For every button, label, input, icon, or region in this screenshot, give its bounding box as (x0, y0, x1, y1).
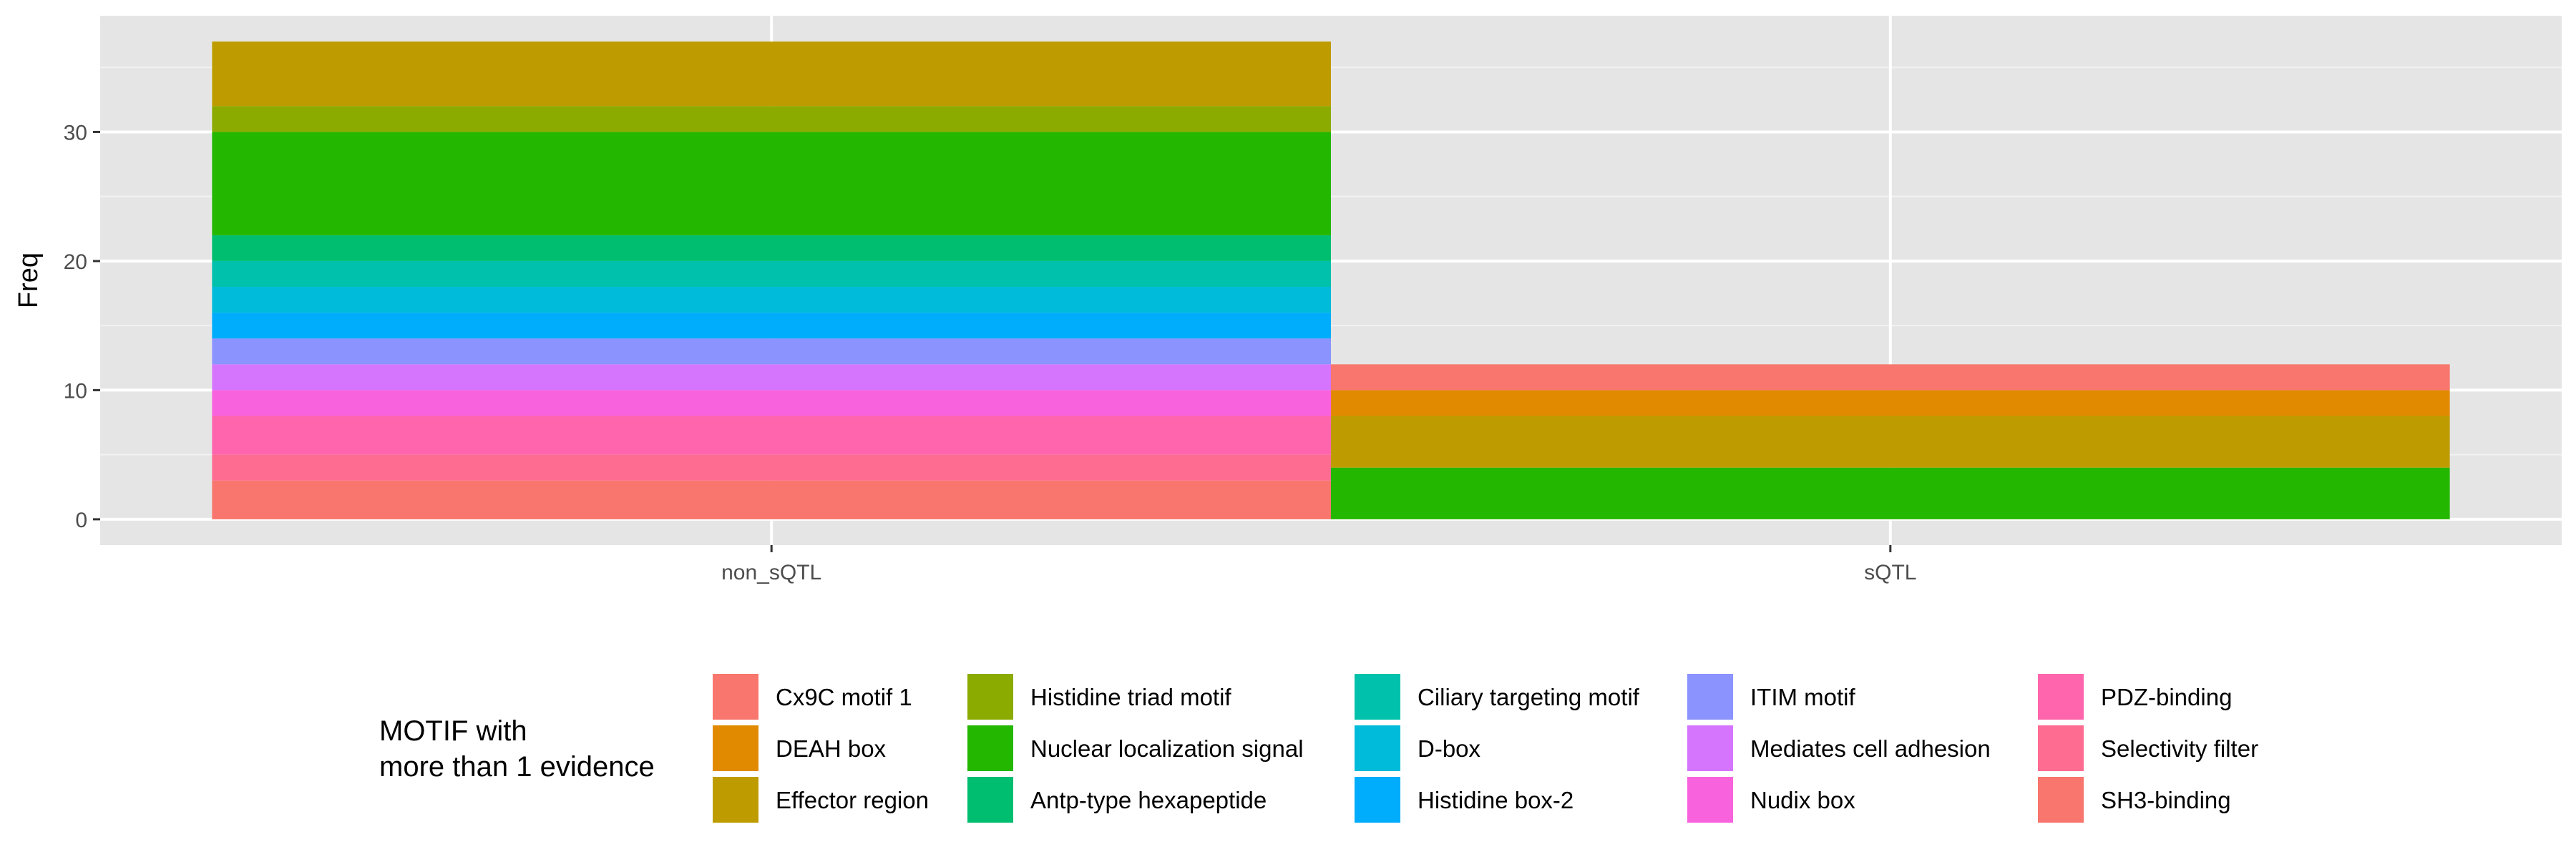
legend-key (713, 674, 758, 720)
axes: 0 10 20 30 non_sQTL sQTL (64, 121, 1917, 584)
legend-label: Histidine box-2 (1418, 787, 1574, 813)
legend-label: ITIM motif (1750, 684, 1855, 710)
bar-segment (1331, 390, 2450, 416)
legend-key (713, 777, 758, 823)
legend: MOTIF with more than 1 evidence Cx9C motif… (379, 674, 2258, 823)
legend-label: Selectivity filter (2101, 735, 2258, 762)
legend-label: Nuclear localization signal (1030, 735, 1304, 762)
legend-key (1355, 674, 1400, 720)
legend-label: Nudix box (1750, 787, 1855, 813)
legend-label: Cx9C motif 1 (776, 684, 912, 710)
bar-segment (212, 41, 1331, 107)
legend-key (1687, 777, 1733, 823)
bar-segment (1331, 467, 2450, 519)
legend-key (2038, 725, 2084, 771)
legend-label: SH3-binding (2101, 787, 2231, 813)
legend-key (1687, 725, 1733, 771)
legend-label: D-box (1418, 735, 1481, 762)
bar-segment (212, 416, 1331, 455)
bar-segment (1331, 416, 2450, 468)
legend-label: Histidine triad motif (1030, 684, 1231, 710)
y-tick-label: 10 (64, 379, 87, 403)
legend-label: Effector region (776, 787, 929, 813)
legend-key (1355, 777, 1400, 823)
bar-segment (212, 235, 1331, 261)
legend-label: Ciliary targeting motif (1418, 684, 1640, 710)
y-tick-label: 0 (75, 509, 87, 532)
y-tick-label: 30 (64, 121, 87, 145)
legend-key (2038, 674, 2084, 720)
bar-segment (212, 390, 1331, 416)
legend-label: Mediates cell adhesion (1750, 735, 1991, 762)
legend-key (713, 725, 758, 771)
legend-key (967, 674, 1013, 720)
bar-segment (212, 313, 1331, 339)
x-tick-label: sQTL (1864, 561, 1916, 584)
y-axis-title: Freq (14, 253, 44, 308)
bar-segment (212, 338, 1331, 365)
bar-segment (212, 260, 1331, 288)
bar-segment (212, 132, 1331, 235)
legend-label: PDZ-binding (2101, 684, 2232, 710)
x-tick-label: non_sQTL (721, 561, 821, 584)
legend-key (967, 725, 1013, 771)
legend-key (2038, 777, 2084, 823)
bar-segment (212, 480, 1331, 519)
bar-segment (212, 106, 1331, 132)
legend-label: Antp-type hexapeptide (1030, 787, 1267, 813)
bar-segment (212, 364, 1331, 391)
bar-segment (212, 287, 1331, 313)
legend-label: DEAH box (776, 735, 887, 762)
bar-segment (1331, 364, 2450, 391)
legend-key (967, 777, 1013, 823)
legend-title: MOTIF with more than 1 evidence (379, 715, 655, 783)
legend-key (1687, 674, 1733, 720)
bar-segment (212, 454, 1331, 481)
y-tick-label: 20 (64, 250, 87, 274)
bars (212, 41, 2450, 519)
legend-key (1355, 725, 1400, 771)
